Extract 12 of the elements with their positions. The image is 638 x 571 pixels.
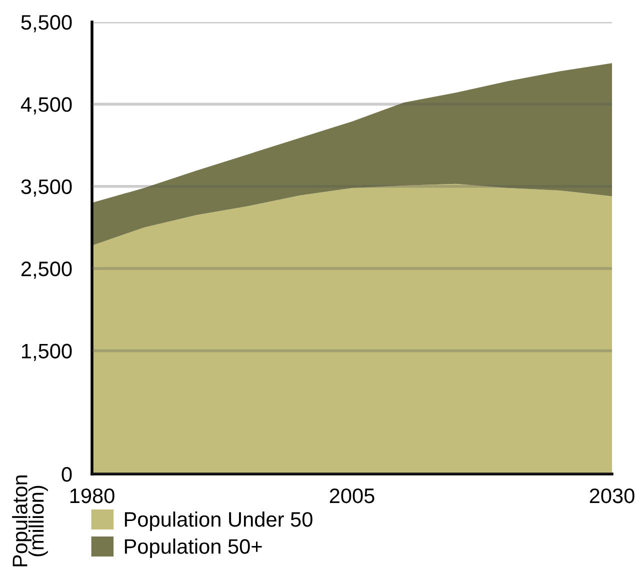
y-axis-title: Populaton (million) <box>12 476 48 566</box>
x-tick-label: 1980 <box>70 488 114 504</box>
y-tick-label: 0 <box>62 467 72 482</box>
x-tick-label: 2005 <box>330 488 374 504</box>
y-tick-label: 2,500 <box>21 262 72 279</box>
y-tick-label: 4,500 <box>20 97 72 114</box>
y-tick-label: 3,500 <box>21 179 72 197</box>
y-tick-label: 5,500 <box>21 15 72 32</box>
x-tick-label: 2030 <box>590 488 634 504</box>
y-tick-label: 1,500 <box>22 344 72 361</box>
legend-label: Population 50+ <box>124 538 262 558</box>
legend-label: Population Under 50 <box>124 512 312 531</box>
